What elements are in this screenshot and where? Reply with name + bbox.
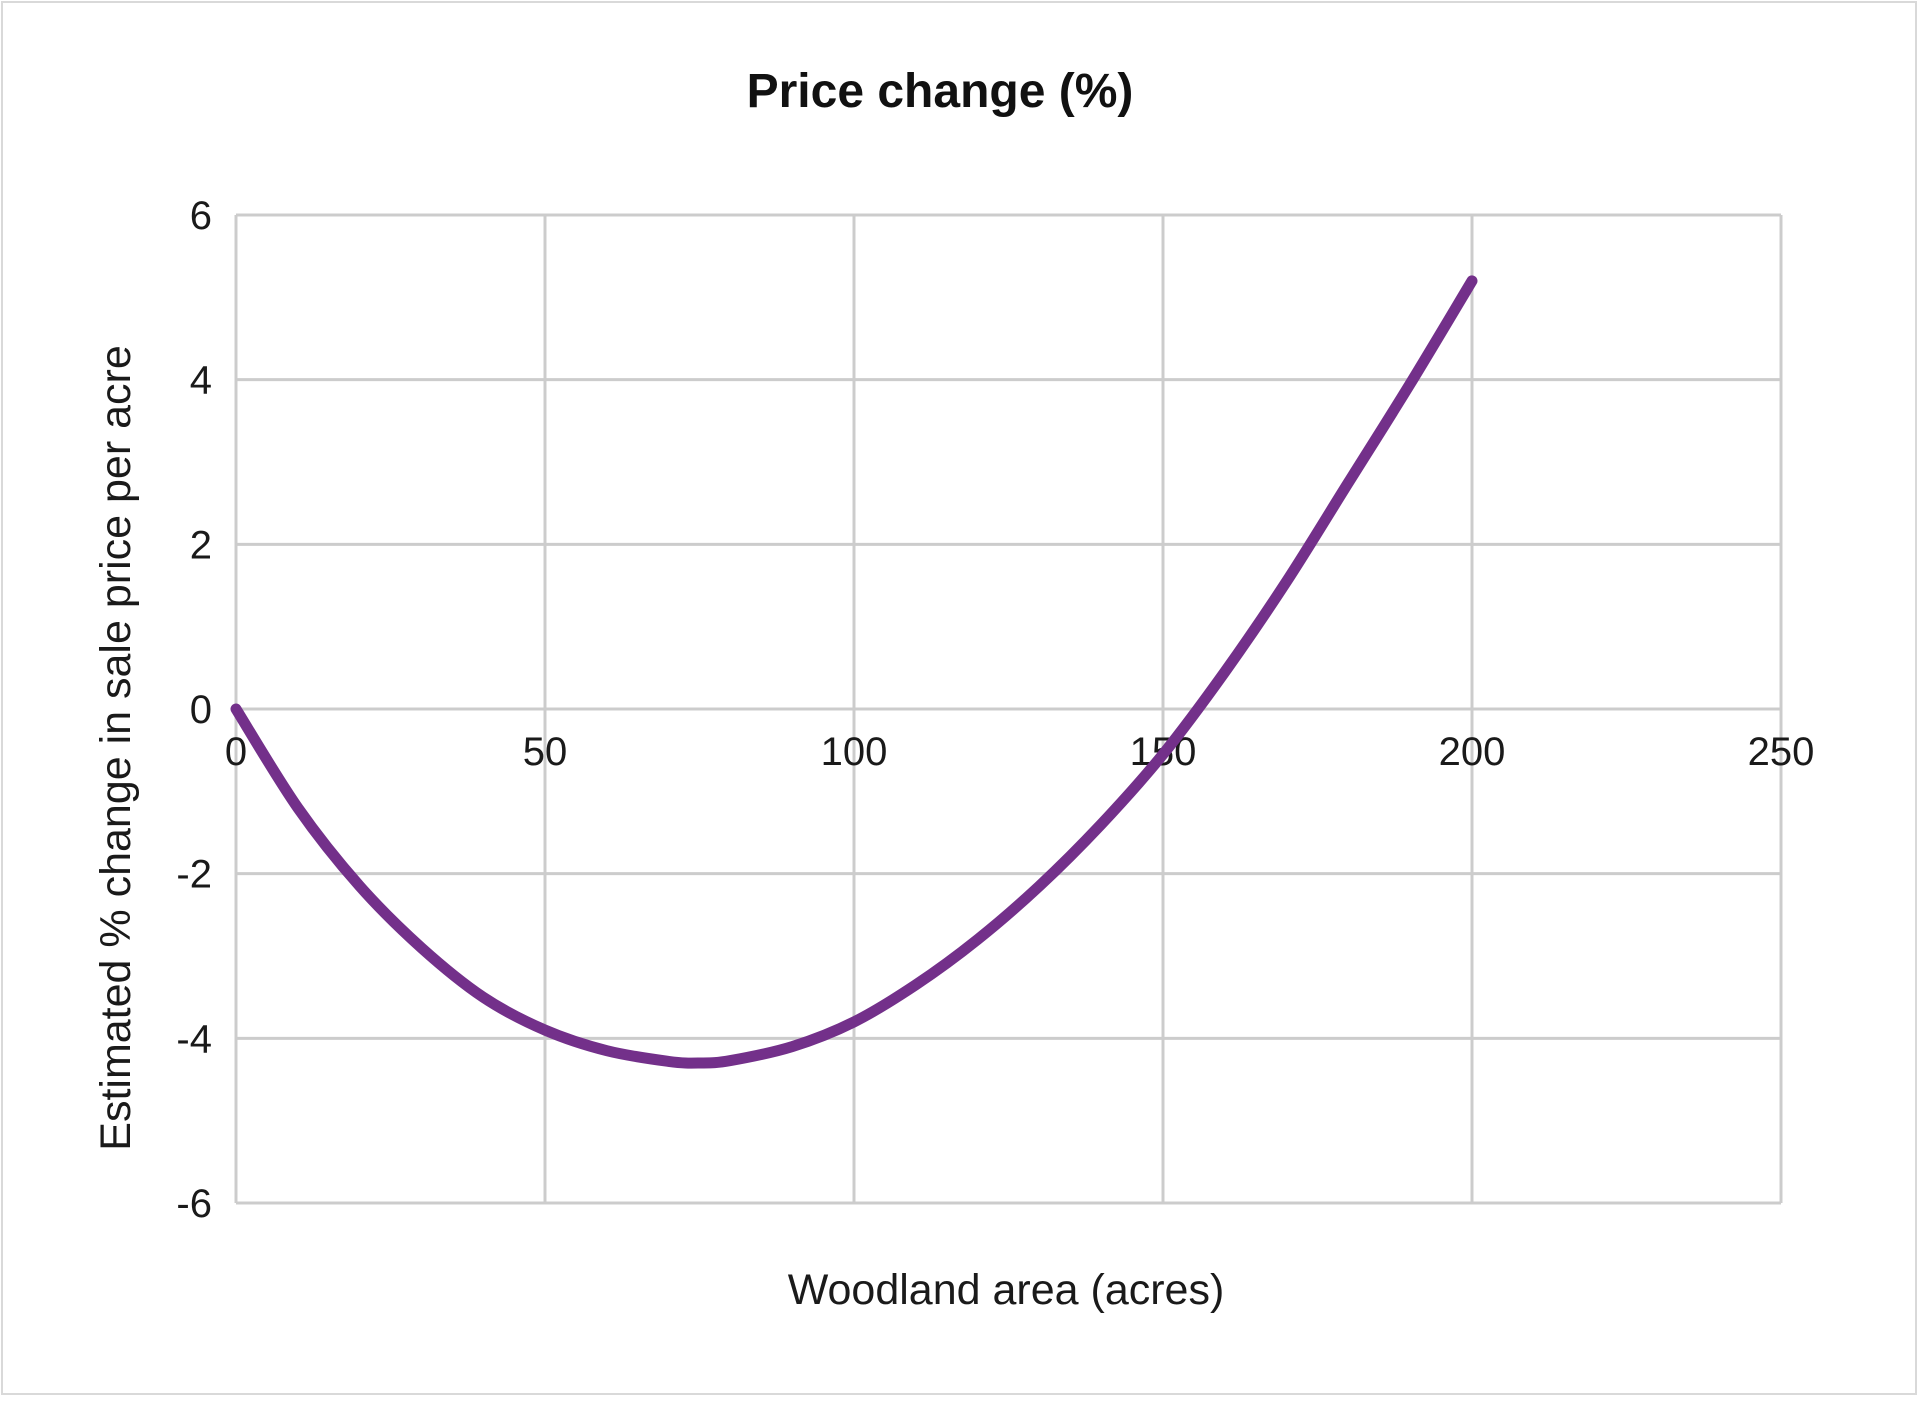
- y-tick-label: -6: [176, 1182, 212, 1226]
- y-tick-label: -2: [176, 853, 212, 897]
- y-tick-label: 0: [190, 688, 212, 732]
- series-line: [230, 275, 1478, 1069]
- grid-layer: [234, 213, 1783, 1205]
- y-tick-label: 2: [190, 523, 212, 567]
- x-tick-label: 250: [1748, 730, 1815, 774]
- y-tick-label: 6: [190, 194, 212, 238]
- y-axis-title: Estimated % change in sale price per acr…: [92, 345, 140, 1150]
- x-axis-title: Woodland area (acres): [788, 1266, 1225, 1314]
- y-tick-label: 4: [190, 359, 212, 403]
- x-tick-label: 200: [1439, 730, 1506, 774]
- series-layer: [230, 275, 1478, 1069]
- x-tick-label: 0: [225, 730, 247, 774]
- chart-title: Price change (%): [747, 65, 1134, 118]
- x-tick-label: 50: [523, 730, 568, 774]
- x-tick-label: 100: [821, 730, 888, 774]
- y-tick-label: -4: [176, 1017, 212, 1061]
